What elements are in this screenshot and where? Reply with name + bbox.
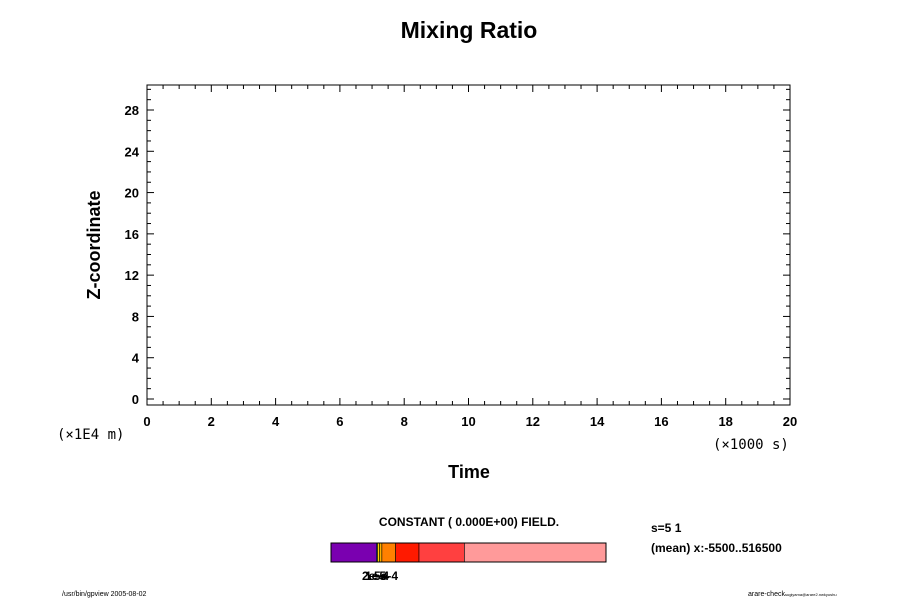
x-tick-label: 6 [336, 414, 343, 429]
colorbar-labels: 2e-51e-45e-4 [362, 569, 398, 583]
colorbar-segment [464, 542, 607, 563]
colorbar-segment [395, 542, 420, 563]
colorbar-label: 5e-4 [374, 569, 398, 583]
colorbar-frame [330, 542, 607, 563]
x-axis-label: Time [448, 462, 490, 482]
y-tick-label: 16 [125, 227, 139, 242]
x-tick-label: 8 [401, 414, 408, 429]
x-scale-label: (×1000 s) [713, 437, 789, 453]
x-tick-label: 12 [526, 414, 540, 429]
x-tick-label: 14 [590, 414, 605, 429]
colorbar-label: 2e-5 [362, 569, 386, 583]
y-axis-label: Z-coordinate [84, 190, 104, 299]
y-scale-label: (×1E4 m) [57, 427, 124, 443]
colorbar-segment [381, 542, 396, 563]
y-tick-label: 28 [125, 103, 139, 118]
field-note: CONSTANT ( 0.000E+00) FIELD. [379, 515, 559, 529]
y-axis: 0 4 8 12 16 20 24 28 [125, 88, 790, 407]
footer-left: /usr/bin/gpview 2005-08-02 [62, 591, 147, 598]
y-tick-label: 8 [132, 309, 139, 324]
y-tick-label: 24 [125, 144, 140, 159]
x-tick-label: 16 [654, 414, 668, 429]
x-tick-label: 10 [461, 414, 475, 429]
footer-right-small: sugiyama@arare2.nwkyushu [785, 592, 837, 597]
colorbar-segment [330, 542, 377, 563]
x-tick-label: 4 [272, 414, 280, 429]
footer-right-main: arare-check [748, 591, 785, 598]
x-axis: 0 2 4 6 8 10 12 14 16 18 20 [143, 85, 797, 429]
colorbar-segment [377, 542, 380, 563]
x-tick-label: 20 [783, 414, 797, 429]
x-tick-label: 0 [143, 414, 150, 429]
y-tick-label: 4 [132, 351, 140, 366]
colorbar-segment [379, 542, 383, 563]
plot-area [146, 84, 791, 406]
stats-line-2: (mean) x:-5500..516500 [651, 541, 782, 555]
footer-right: arare-checksugiyama@arare2.nwkyushu [748, 591, 837, 598]
x-tick-label: 2 [208, 414, 215, 429]
colorbar-label: 1e-4 [365, 569, 389, 583]
x-tick-label: 18 [718, 414, 732, 429]
plot-frame [146, 84, 791, 406]
y-tick-label: 12 [125, 268, 139, 283]
stats-line-1: s=5 1 [651, 521, 682, 535]
colorbar-segment [418, 542, 465, 563]
colorbar [330, 542, 607, 563]
y-tick-label: 20 [125, 186, 139, 201]
y-tick-label: 0 [132, 392, 139, 407]
chart-title: Mixing Ratio [401, 17, 538, 43]
